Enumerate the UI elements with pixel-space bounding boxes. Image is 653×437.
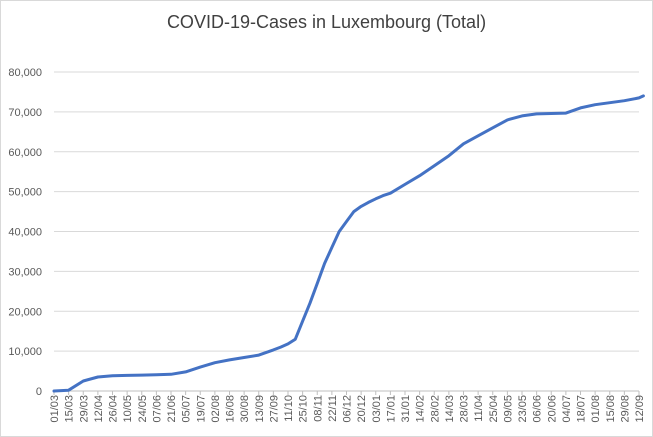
y-tick-label: 30,000 (8, 266, 42, 278)
x-tick-label: 01/08 (590, 395, 602, 423)
y-tick-label: 10,000 (8, 346, 42, 358)
x-tick-label: 13/09 (254, 395, 266, 423)
series-line (52, 94, 645, 393)
x-tick-label: 20/06 (546, 395, 558, 423)
y-tick-label: 20,000 (8, 306, 42, 318)
x-tick-label: 12/09 (634, 395, 646, 423)
x-tick-label: 05/07 (181, 395, 193, 423)
x-tick-label: 28/02 (429, 395, 441, 423)
x-tick-label: 12/04 (93, 395, 105, 423)
x-tick-label: 21/06 (166, 395, 178, 423)
x-tick-label: 09/05 (502, 395, 514, 423)
x-tick-label: 06/12 (342, 395, 354, 423)
x-tick-label: 01/03 (49, 395, 61, 423)
x-tick-label: 29/08 (619, 395, 631, 423)
x-tick-label: 14/02 (415, 395, 427, 423)
x-tick-label: 25/04 (488, 395, 500, 423)
x-tick-label: 22/11 (327, 395, 339, 422)
x-tick-label: 11/04 (473, 395, 485, 422)
x-tick-label: 06/06 (532, 395, 544, 423)
x-tick-label: 04/07 (561, 395, 573, 423)
x-tick-label: 26/04 (108, 395, 120, 423)
x-tick-label: 23/05 (517, 395, 529, 423)
x-tick-label: 15/08 (605, 395, 617, 423)
x-tick-label: 18/07 (576, 395, 588, 423)
x-tick-label: 25/10 (298, 395, 310, 423)
x-tick-label: 16/08 (225, 395, 237, 423)
x-tick-label: 24/05 (137, 395, 149, 423)
x-tick-label: 28/03 (459, 395, 471, 423)
x-tick-label: 07/06 (151, 395, 163, 423)
x-tick-label: 20/12 (356, 395, 368, 423)
y-tick-label: 80,000 (8, 67, 42, 79)
x-tick-label: 15/03 (64, 395, 76, 423)
x-tick-label: 02/08 (210, 395, 222, 423)
x-tick-label: 27/09 (268, 395, 280, 423)
x-tick-label: 08/11 (312, 395, 324, 422)
x-tick-label: 29/03 (78, 395, 90, 423)
x-tick-label: 17/01 (385, 395, 397, 423)
chart-title: COVID-19-Cases in Luxembourg (Total) (166, 12, 487, 32)
y-tick-label: 40,000 (8, 227, 42, 239)
x-tick-label: 10/05 (122, 395, 134, 423)
x-tick-label: 03/01 (371, 395, 383, 423)
x-tick-label: 30/08 (239, 395, 251, 423)
x-tick-label: 11/10 (283, 395, 295, 422)
y-tick-label: 70,000 (8, 107, 42, 119)
y-tick-label: 60,000 (8, 147, 42, 159)
x-tick-label: 31/01 (400, 395, 412, 423)
y-tick-label: 50,000 (8, 187, 42, 199)
x-tick-label: 14/03 (444, 395, 456, 423)
y-tick-label: 0 (36, 386, 42, 398)
x-tick-label: 19/07 (195, 395, 207, 423)
